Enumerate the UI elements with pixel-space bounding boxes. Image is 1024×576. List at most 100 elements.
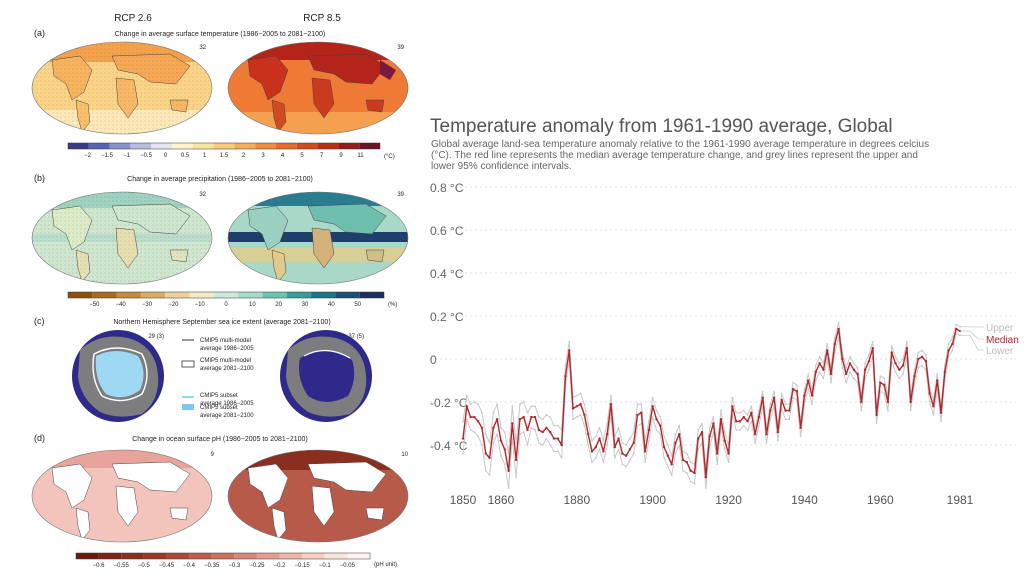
data-point-median (795, 390, 799, 393)
data-point-lower (860, 409, 863, 412)
data-point-upper (598, 426, 601, 429)
data-point-lower (583, 424, 586, 427)
panel-d-unit: (pH unit) (374, 562, 397, 568)
data-point-median (909, 400, 912, 404)
data-point-median (564, 375, 567, 378)
data-point-lower (902, 373, 904, 375)
data-point-upper (879, 375, 882, 378)
data-point-lower (541, 444, 544, 446)
data-point-lower (575, 416, 578, 418)
data-point-lower (549, 444, 552, 446)
panel-a-colorbar-swatch (296, 143, 318, 149)
data-point-median (495, 418, 499, 421)
panel-a-colorbar-swatch (151, 143, 172, 149)
data-point-median (473, 415, 476, 419)
data-point-upper (833, 336, 836, 339)
data-point-upper (871, 340, 874, 343)
data-point-upper (537, 416, 540, 418)
data-point-lower (814, 379, 817, 382)
panel-a-colorbar-tick-label: 4 (281, 153, 285, 159)
panel-d-map-rcp26 (32, 450, 212, 542)
panel-a-colorbar-tick-label: 1.5 (220, 153, 229, 159)
data-point-upper (621, 441, 624, 444)
y-tick-label: 0.2 °C (430, 310, 464, 324)
data-point-median (530, 415, 533, 419)
panel-b-colorbar-swatch (165, 292, 190, 298)
panel-d-colorbar-tick-label: −0.25 (249, 563, 265, 569)
data-point-upper (617, 426, 620, 429)
data-point-median (818, 362, 821, 365)
y-tick-label: -0.4 °C (430, 439, 468, 453)
panel-b-colorbar-tick-label: 0 (224, 302, 228, 308)
data-point-median (674, 441, 677, 445)
data-point-upper (917, 351, 920, 354)
data-point-upper (826, 343, 829, 345)
data-point-median (685, 461, 689, 464)
data-point-upper (594, 435, 597, 438)
data-point-median (651, 405, 654, 408)
data-point-upper (807, 373, 810, 375)
data-point-median (594, 445, 597, 449)
data-point-upper (519, 403, 521, 406)
legend-line-3: CMIP5 multi-model (200, 358, 251, 364)
data-point-lower (469, 429, 472, 431)
panel-a-colorbar-tick-label: −0.5 (140, 153, 153, 159)
data-point-median (727, 452, 730, 455)
data-point-upper (822, 362, 825, 365)
data-point-lower (632, 452, 635, 455)
data-point-lower (670, 474, 673, 476)
legend-line-7: CMIP5 subset (200, 405, 238, 411)
data-point-median (552, 437, 556, 440)
panel-b-colorbar-swatch (140, 292, 166, 298)
data-point-lower (481, 444, 483, 446)
data-point-median (715, 452, 719, 455)
panel-b-colorbar-tick-label: 30 (302, 302, 309, 308)
panel-d-colorbar-tick-label: −0.4 (183, 563, 196, 569)
data-point-upper (951, 336, 954, 339)
data-point-median (571, 407, 575, 410)
data-point-median (522, 415, 525, 419)
data-point-lower (663, 457, 665, 459)
panel-b-colorbar-tick-label: −20 (168, 302, 179, 308)
data-point-median (549, 430, 552, 434)
panel-a-colorbar: −2 −1.5 −1 −0.5 0 0.5 1 1.5 2 3 4 5 7 9 11 (67, 142, 381, 159)
panel-d-colorbar-swatch (324, 553, 348, 559)
data-point-upper (758, 409, 760, 412)
data-point-upper (484, 433, 487, 436)
data-point-upper (488, 441, 491, 444)
data-point-lower (526, 444, 529, 446)
panel-a-colorbar-tick-label: −1.5 (101, 153, 114, 159)
data-point-median (537, 428, 541, 432)
data-point-lower (556, 450, 559, 453)
data-point-lower (951, 349, 954, 352)
panel-a-colorbar-tick-label: 1 (203, 153, 207, 159)
data-point-median (545, 426, 548, 429)
data-point-upper (784, 403, 787, 406)
panel-a-colorbar-tick-label: 2 (242, 153, 246, 159)
panel-c-legend: CMIP5 multi-model average 1986−2005 CMIP… (181, 338, 254, 419)
y-tick-label: 0.8 °C (430, 181, 464, 195)
panel-d-colorbar: −0.6 −0.55 −0.5 −0.45 −0.4 −0.35 −0.3 −0.25 −0.2… (75, 552, 371, 569)
panel-d-colorbar-tick-label: −0.55 (114, 563, 130, 569)
data-point-lower (484, 469, 487, 472)
panel-a-colorbar-swatch (213, 143, 235, 149)
data-point-lower (704, 487, 707, 489)
data-point-lower (742, 424, 745, 427)
data-point-median (659, 424, 662, 427)
panel-a-colorbar-swatch (192, 143, 214, 149)
data-point-upper (625, 444, 628, 446)
data-point-lower (875, 422, 878, 425)
data-point-lower (784, 418, 787, 421)
data-point-lower (655, 429, 658, 431)
data-point-median (465, 405, 468, 408)
panel-b-colorbar-tick-label: −40 (116, 302, 127, 308)
data-point-lower (651, 416, 654, 418)
data-point-upper (837, 321, 840, 324)
data-point-upper (632, 431, 635, 433)
data-point-upper (670, 454, 673, 457)
series-line-median (462, 328, 961, 478)
panel-a-colorbar-tick-label: 5 (300, 153, 304, 159)
data-point-median (598, 437, 601, 440)
data-point-median (947, 349, 950, 352)
data-point-median (936, 379, 939, 382)
